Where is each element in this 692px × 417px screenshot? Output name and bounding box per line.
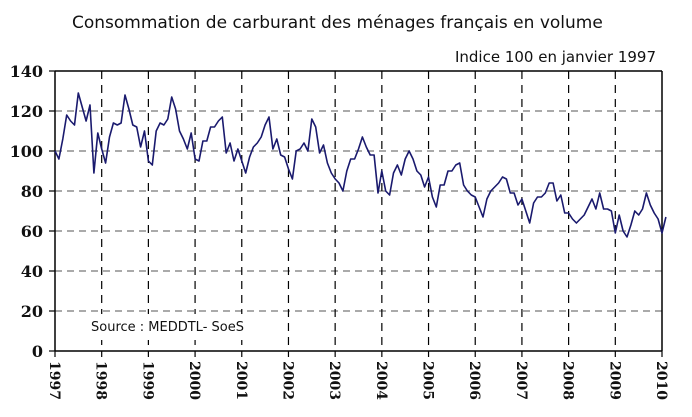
x-tick-label: 2000 [186,361,202,400]
annotation-background [82,314,252,340]
y-tick-label: 40 [21,262,43,281]
y-tick-label: 140 [10,62,43,81]
x-tick-label: 2010 [653,361,669,400]
source-annotation: Source : MEDDTL- SoeS [91,320,244,335]
x-tick-label: 2006 [466,361,482,400]
x-tick-label: 2009 [606,361,622,400]
chart-subtitle: Indice 100 en janvier 1997 [455,48,656,66]
x-tick-label: 2008 [560,361,576,400]
x-axis-ticks: 1997 1998 1999 2000 2001 2002 2003 2004 2005 2006… [46,361,669,400]
y-tick-label: 120 [10,102,43,121]
series-group [54,92,667,238]
axes [49,70,663,357]
y-axis-ticks: 0 20 40 60 80 100 120 140 [10,62,43,361]
y-tick-label: 80 [21,182,43,201]
x-tick-label: 2003 [326,361,342,400]
y-tick-label: 100 [10,142,43,161]
grid [55,71,662,351]
x-tick-label: 1999 [139,361,155,400]
y-tick-label: 0 [32,342,43,361]
y-tick-label: 60 [21,222,43,241]
x-tick-label: 2005 [420,361,436,400]
x-tick-label: 2007 [513,361,529,400]
x-tick-label: 1998 [93,361,109,400]
y-tick-label: 20 [21,302,43,321]
chart-title: Consommation de carburant des ménages fr… [72,13,603,33]
x-tick-label: 2001 [233,361,249,400]
x-tick-label: 2004 [373,361,389,400]
x-tick-label: 2002 [279,361,295,400]
series-line [54,92,667,238]
x-tick-label: 1997 [46,361,62,400]
